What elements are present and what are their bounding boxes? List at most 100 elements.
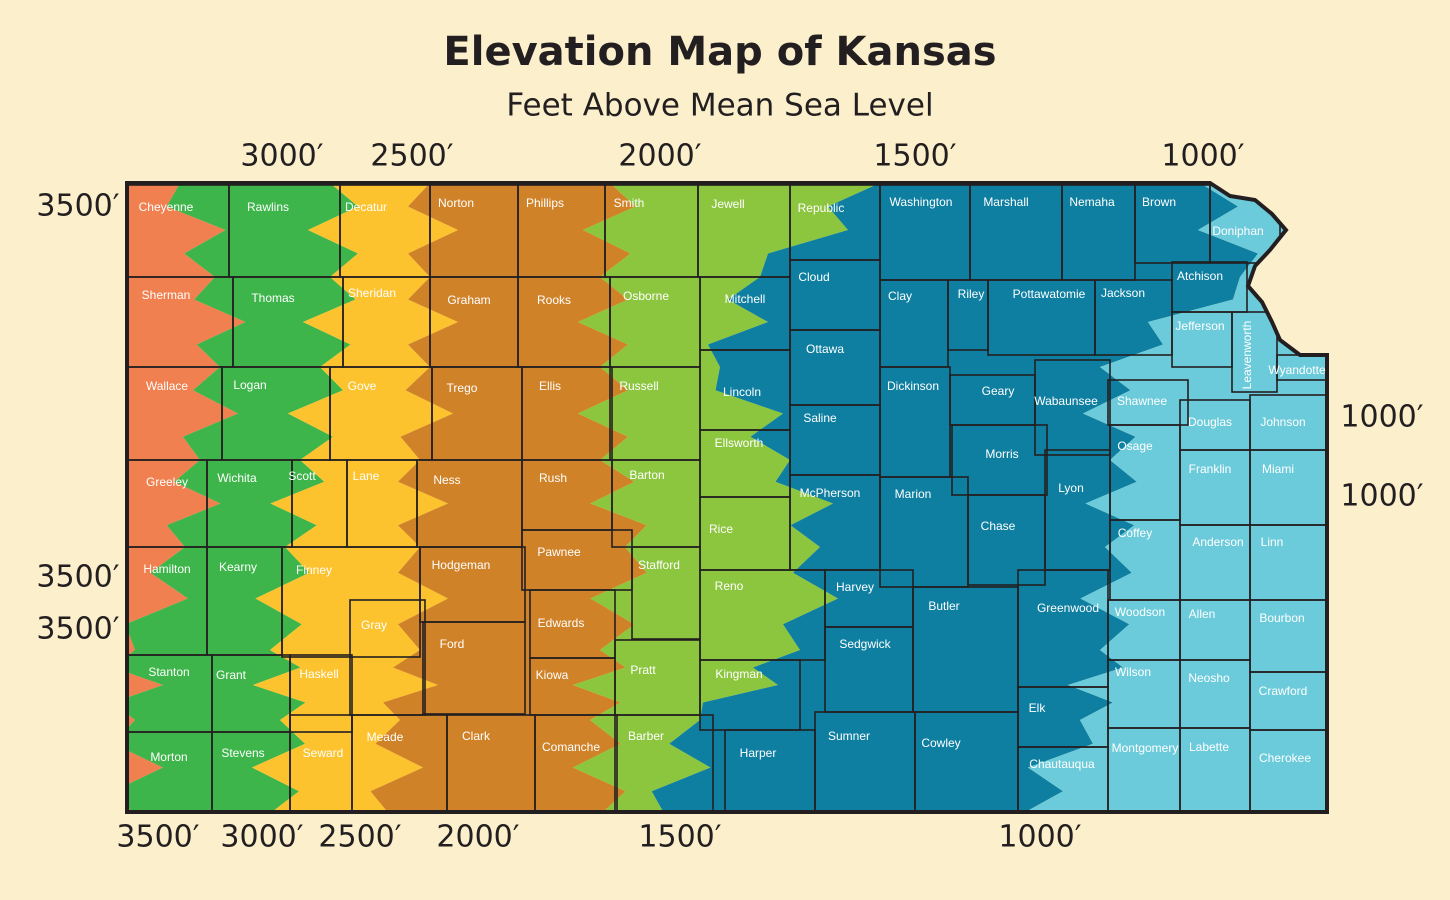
- county-name: Stafford: [638, 558, 680, 572]
- county-border: [422, 621, 526, 715]
- elevation-label: 3500′: [36, 612, 119, 647]
- county-name: Miami: [1262, 462, 1294, 476]
- county-name: Marshall: [983, 195, 1028, 209]
- county-name: Barber: [628, 729, 664, 743]
- county-name: Gove: [348, 379, 377, 393]
- county-name: Leavenworth: [1240, 321, 1254, 390]
- county-name: Franklin: [1189, 462, 1232, 476]
- county-name: Rice: [709, 522, 733, 536]
- county-name: Woodson: [1115, 605, 1165, 619]
- county-name: Sedgwick: [839, 637, 891, 651]
- county-name: Riley: [958, 287, 985, 301]
- county-name: Rooks: [537, 293, 571, 307]
- county-name: Logan: [233, 378, 266, 392]
- county-name: Cheyenne: [139, 200, 194, 214]
- county-name: Crawford: [1259, 684, 1308, 698]
- elevation-label: 2500′: [318, 820, 401, 855]
- county-name: Barton: [629, 468, 664, 482]
- county-border: [1249, 729, 1327, 812]
- county-name: Ness: [433, 473, 460, 487]
- county-name: Reno: [715, 579, 744, 593]
- county-name: Harvey: [836, 580, 874, 594]
- elevation-band: [573, 183, 880, 812]
- county-name: Stevens: [221, 746, 264, 760]
- county-name: Ellsworth: [715, 436, 764, 450]
- county-name: Wichita: [217, 471, 257, 485]
- county-name: Osborne: [623, 289, 669, 303]
- county-border: [1231, 311, 1278, 393]
- county-name: Greeley: [146, 475, 188, 489]
- county-border: [289, 654, 353, 733]
- county-name: Haskell: [299, 667, 338, 681]
- county-name: Norton: [438, 196, 474, 210]
- county-name: Shawnee: [1117, 394, 1167, 408]
- county-name: Washington: [890, 195, 953, 209]
- elevation-label: 3000′: [220, 820, 303, 855]
- elevation-band: [127, 183, 246, 812]
- subtitle: Feet Above Mean Sea Level: [506, 88, 933, 124]
- county-name: Labette: [1189, 740, 1229, 754]
- county-name: Lyon: [1058, 481, 1084, 495]
- county-name: Greenwood: [1037, 601, 1099, 615]
- county-name: Nemaha: [1069, 195, 1115, 209]
- county-name: Stanton: [148, 665, 189, 679]
- county-name: Thomas: [251, 291, 294, 305]
- county-name: Jewell: [711, 197, 744, 211]
- county-name: Atchison: [1177, 269, 1223, 283]
- county-name: Johnson: [1260, 415, 1305, 429]
- county-name: Sherman: [142, 288, 191, 302]
- county-name: Pottawatomie: [1013, 287, 1086, 301]
- elevation-label: 1000′: [1340, 479, 1423, 514]
- county-name: Finney: [296, 563, 332, 577]
- county-name: Hamilton: [143, 562, 190, 576]
- county-name: Morton: [150, 750, 187, 764]
- county-name: Seward: [303, 746, 344, 760]
- elevation-label: 3500′: [116, 820, 199, 855]
- county-name: Gray: [361, 618, 387, 632]
- elevation-band: [651, 183, 1258, 812]
- county-name: Jefferson: [1175, 319, 1224, 333]
- county-name: Ellis: [539, 379, 561, 393]
- elevation-band: [1020, 183, 1327, 812]
- county-name: Trego: [447, 381, 478, 395]
- county-name: Edwards: [538, 616, 585, 630]
- elevation-band: [370, 183, 647, 812]
- county-name: Elk: [1029, 701, 1047, 715]
- county-name: Graham: [447, 293, 490, 307]
- county-name: Cloud: [798, 270, 829, 284]
- county-name: Meade: [367, 730, 404, 744]
- county-name: Scott: [288, 469, 316, 483]
- title: Elevation Map of Kansas: [443, 29, 996, 75]
- county-name: Geary: [982, 384, 1015, 398]
- county-name: Harper: [740, 746, 777, 760]
- county-name: Wallace: [146, 379, 189, 393]
- county-name: Douglas: [1188, 415, 1232, 429]
- county-name: Chautauqua: [1029, 757, 1095, 771]
- county-name: Sheridan: [348, 286, 396, 300]
- county-name: Brown: [1142, 195, 1176, 209]
- county-name: Coffey: [1118, 526, 1152, 540]
- county-name: Lane: [353, 469, 380, 483]
- county-name: Saline: [803, 411, 837, 425]
- county-border: [1034, 359, 1111, 456]
- county-name: Anderson: [1192, 535, 1243, 549]
- county-name: Clark: [462, 729, 491, 743]
- elevation-label: 3500′: [36, 189, 119, 224]
- county-name: Doniphan: [1212, 224, 1263, 238]
- county-name: Comanche: [542, 740, 600, 754]
- county-name: Neosho: [1188, 671, 1230, 685]
- elevation-label: 1000′: [998, 820, 1081, 855]
- county-name: Dickinson: [887, 379, 939, 393]
- county-name: Kiowa: [536, 668, 569, 682]
- elevation-label: 2500′: [370, 139, 453, 174]
- elevation-label: 1500′: [873, 139, 956, 174]
- county-labels: Cheyenne Rawlins Decatur Norton Phillips Smit…: [139, 195, 1326, 771]
- elevation-labels: 3000′ 2500′ 2000′ 1500′ 1000′ 3500′ 3500′ 3500′…: [36, 139, 1423, 855]
- county-name: Kearny: [219, 560, 257, 574]
- county-name: Rush: [539, 471, 567, 485]
- elevation-label: 3500′: [36, 560, 119, 595]
- county-name: Linn: [1261, 535, 1284, 549]
- elevation-label: 1000′: [1340, 400, 1423, 435]
- county-name: Russell: [619, 379, 658, 393]
